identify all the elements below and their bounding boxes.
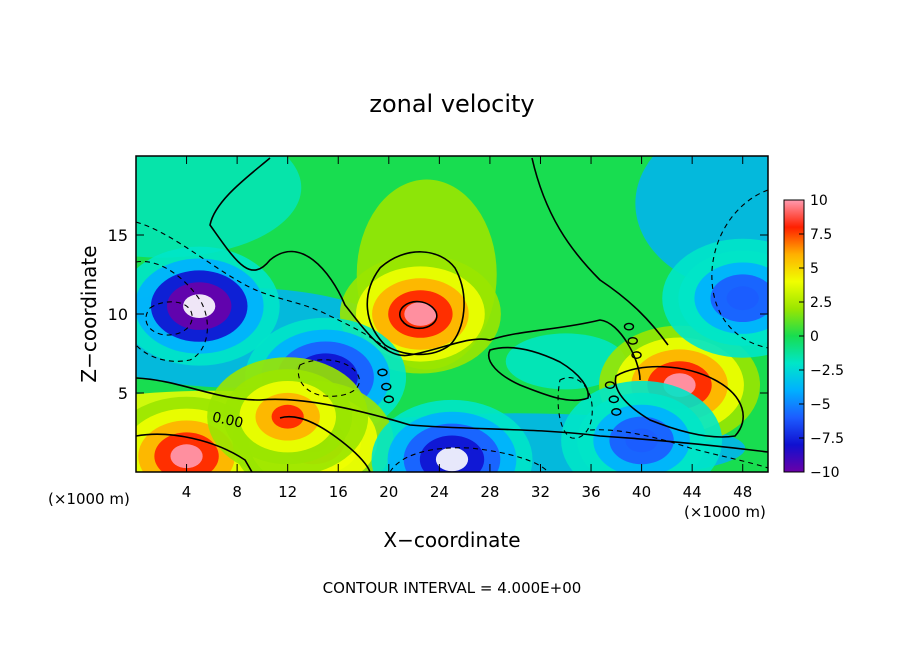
x-tick-label: 12 (278, 483, 297, 501)
colorbar-tick-label: −2.5 (810, 363, 844, 379)
contour-bead (631, 351, 642, 359)
x-tick-label: 8 (232, 483, 242, 501)
colorbar-tick-label: −7.5 (810, 431, 844, 447)
field-patch (136, 156, 302, 258)
contour-4 (614, 365, 744, 438)
colorbar-tick-label: −5 (810, 397, 831, 413)
contour-interval-note: CONTOUR INTERVAL = 4.000E+00 (323, 579, 582, 597)
field-blob (170, 444, 203, 469)
x-tick-label: 36 (581, 483, 600, 501)
chart-title: zonal velocity (369, 90, 534, 118)
zero-contour-line (136, 377, 768, 453)
colorbar-tick-label: 0 (810, 329, 819, 345)
negative-contour-line (389, 447, 549, 472)
x-tick-label: 44 (683, 483, 702, 501)
colorbar-tick-label: −10 (810, 465, 840, 481)
negative-contour-line (145, 301, 193, 336)
negative-contour-line (136, 260, 208, 362)
negative-contour-line (557, 377, 593, 439)
field-blob (726, 286, 759, 311)
x-axis-label: X−coordinate (383, 528, 520, 552)
x-tick-label: 40 (632, 483, 651, 501)
field-blob (435, 447, 469, 472)
negative-contour-line (711, 189, 768, 349)
x-tick-label: 16 (329, 483, 348, 501)
colorbar-tick-label: 2.5 (810, 295, 832, 311)
x-tick-label: 20 (379, 483, 398, 501)
y-axis: 5 10 15 (108, 226, 768, 403)
contour-4 (279, 415, 371, 472)
zero-contour-line (531, 157, 669, 346)
x-tick-label: 48 (733, 483, 752, 501)
negative-contour-line (297, 359, 360, 397)
zero-contour-line (209, 157, 641, 381)
y-tick-label: 15 (108, 226, 128, 245)
contour-4 (136, 433, 253, 472)
x-unit-right: (×1000 m) (684, 503, 766, 521)
contour-bead (604, 381, 616, 389)
negative-contour-line (136, 221, 391, 353)
contour-bead (383, 395, 394, 404)
x-tick-label: 24 (430, 483, 449, 501)
contour-bead (377, 368, 388, 377)
field-blob (404, 302, 437, 326)
x-tick-label: 28 (480, 483, 499, 501)
colorbar-tick-label: 7.5 (810, 227, 832, 243)
contour-4 (487, 346, 589, 402)
colorbar-tick-label: 10 (810, 193, 828, 209)
contour-label: 0.00 (211, 410, 245, 432)
field-blob (625, 428, 658, 453)
contour-bead (623, 322, 635, 331)
colorbar-axis: 10 7.5 5 2.5 0 −2.5 −5 −7.5 −10 (799, 193, 844, 481)
colorbar-tick-label: 5 (810, 261, 819, 277)
contour-bead (611, 408, 622, 416)
x-unit-left: (×1000 m) (48, 490, 130, 508)
y-tick-label: 10 (108, 305, 128, 324)
contour-bead (627, 336, 638, 345)
y-tick-label: 5 (118, 384, 128, 403)
x-tick-label: 4 (182, 483, 192, 501)
contour-bead (381, 382, 392, 391)
field-blob (183, 294, 216, 318)
contour-4 (366, 251, 465, 356)
plot-area: 0.00 (136, 156, 768, 472)
contour-bead (608, 395, 619, 404)
negative-contour-line (589, 429, 768, 469)
x-tick-label: 32 (531, 483, 550, 501)
x-axis: 4 8 12 16 20 24 28 32 36 40 44 48 (182, 156, 752, 501)
contour-8 (399, 300, 438, 330)
field-patch (505, 333, 626, 390)
y-axis-label: Z−coordinate (77, 245, 101, 382)
